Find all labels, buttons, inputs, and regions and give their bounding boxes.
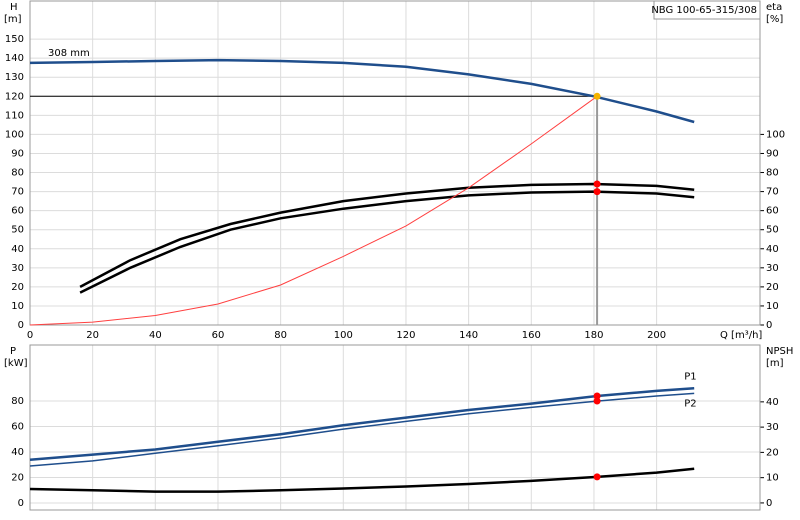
- y2-tick-label: 80: [766, 168, 779, 179]
- y2-tick-label: 10: [766, 301, 779, 312]
- y-tick-label: 70: [11, 187, 24, 198]
- y2-tick-label: 50: [766, 225, 779, 236]
- y-unit: [m]: [4, 14, 22, 25]
- y-tick-label: 40: [11, 447, 24, 458]
- y-tick-label: 60: [11, 422, 24, 433]
- y2-tick-label: 40: [766, 244, 779, 255]
- y-tick-label: 110: [5, 110, 24, 121]
- y2-tick-label: 0: [766, 320, 772, 331]
- y-tick-label: 30: [11, 263, 24, 274]
- y-tick-label: 60: [11, 206, 24, 217]
- x-tick-label: 140: [459, 330, 478, 341]
- title-box: [653, 0, 761, 20]
- y-tick-label: 150: [5, 34, 24, 45]
- plot-frame: [29, 344, 761, 511]
- y-tick-label: 80: [11, 168, 24, 179]
- x-label: Q [m³/h]: [720, 330, 762, 341]
- series-label: P1: [684, 371, 696, 382]
- y2-unit: [m]: [766, 358, 784, 369]
- y2-label: eta: [766, 2, 782, 13]
- x-tick-label: 160: [522, 330, 541, 341]
- y-tick-label: 50: [11, 225, 24, 236]
- y2-tick-label: 20: [766, 282, 779, 293]
- x-tick-label: 80: [274, 330, 287, 341]
- y-tick-label: 20: [11, 282, 24, 293]
- curve: [29, 95, 598, 326]
- duty-point: [593, 92, 601, 100]
- curve: [29, 467, 695, 493]
- curve: [79, 190, 695, 294]
- y-tick-label: 0: [18, 320, 24, 331]
- x-tick-label: 60: [212, 330, 225, 341]
- y2-tick-label: 20: [766, 447, 779, 458]
- duty-point: [593, 180, 601, 188]
- y2-tick-label: 30: [766, 422, 779, 433]
- duty-point: [593, 397, 601, 405]
- x-tick-label: 200: [647, 330, 666, 341]
- y2-tick-label: 30: [766, 263, 779, 274]
- y2-tick-label: 0: [766, 498, 772, 509]
- y2-tick-label: 100: [766, 129, 785, 140]
- curve: [29, 387, 695, 461]
- series-label: P2: [684, 398, 696, 409]
- y2-tick-label: 40: [766, 397, 779, 408]
- chart-title: NBG 100-65-315/308: [651, 5, 757, 16]
- duty-point: [593, 473, 601, 481]
- y-label: H: [10, 2, 18, 13]
- x-tick-label: 120: [396, 330, 415, 341]
- curve: [79, 182, 695, 289]
- plot-frame: [29, 0, 761, 326]
- y-unit: [kW]: [4, 358, 28, 369]
- y-tick-label: 0: [18, 498, 24, 509]
- y2-tick-label: 70: [766, 187, 779, 198]
- x-tick-label: 180: [584, 330, 603, 341]
- x-tick-label: 100: [334, 330, 353, 341]
- series-label: 308 mm: [48, 48, 90, 59]
- y-tick-label: 130: [5, 72, 24, 83]
- y2-unit: [%]: [766, 14, 783, 25]
- y-tick-label: 80: [11, 396, 24, 407]
- y-tick-label: 120: [5, 91, 24, 102]
- y-tick-label: 10: [11, 301, 24, 312]
- y2-tick-label: 10: [766, 473, 779, 484]
- duty-point: [593, 188, 601, 196]
- y-tick-label: 140: [5, 53, 24, 64]
- curve: [29, 58, 695, 124]
- curve: [29, 392, 695, 467]
- y-tick-label: 40: [11, 244, 24, 255]
- y2-tick-label: 90: [766, 148, 779, 159]
- y2-label: NPSH: [766, 346, 793, 357]
- x-tick-label: 20: [86, 330, 99, 341]
- y-tick-label: 20: [11, 473, 24, 484]
- x-tick-label: 0: [27, 330, 33, 341]
- duty-point: [593, 392, 601, 400]
- y2-tick-label: 60: [766, 206, 779, 217]
- y-label: P: [10, 346, 16, 357]
- x-tick-label: 40: [149, 330, 162, 341]
- y-tick-label: 100: [5, 129, 24, 140]
- y-tick-label: 90: [11, 148, 24, 159]
